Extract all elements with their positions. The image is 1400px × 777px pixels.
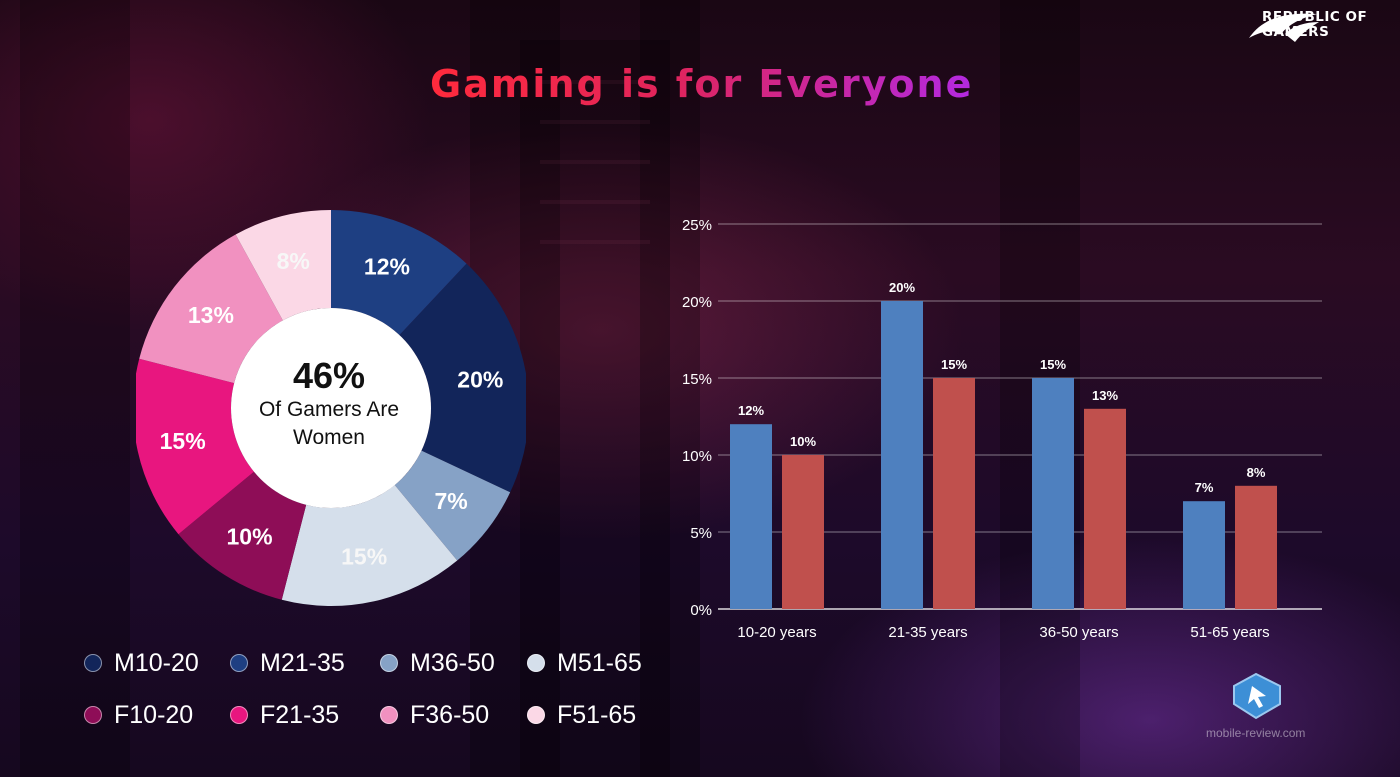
bar-a-2: [881, 301, 923, 609]
bar-b-2: [933, 378, 975, 609]
donut-chart: 12% 20% 7% 15% 10% 15% 13% 8%: [136, 210, 526, 606]
legend-swatch: [380, 706, 398, 724]
legend-label: M21-35: [260, 648, 345, 677]
y-tick-label: 15%: [682, 371, 712, 388]
x-category-label: 51-65 years: [1190, 624, 1269, 641]
legend-swatch: [527, 706, 545, 724]
page-title: Gaming is for Everyone: [430, 62, 974, 106]
bar-a-1: [730, 424, 772, 609]
bar-a-3: [1032, 378, 1074, 609]
legend-label: F51-65: [557, 700, 637, 729]
brand-line-1: REPUBLIC OF: [1262, 9, 1368, 25]
y-tick-label: 20%: [682, 294, 712, 311]
x-category-label: 21-35 years: [888, 624, 967, 641]
rog-eye-logo-icon: [1249, 13, 1319, 42]
donut-slice-label: 12%: [364, 254, 410, 280]
brand-line-2: GAMERS: [1262, 24, 1330, 40]
donut-hole: [231, 308, 431, 508]
bar-data-label: 15%: [1040, 357, 1066, 372]
y-tick-label: 0%: [690, 602, 712, 619]
watermark-text: mobile-review.com: [1206, 726, 1306, 740]
donut-slice-label: 8%: [277, 248, 310, 274]
donut-slice-label: 15%: [160, 428, 206, 454]
donut-slice-f10-20: [178, 471, 307, 600]
legend-swatch: [84, 706, 102, 724]
legend-item-m10-20: M10-20: [84, 646, 199, 680]
y-tick-label: 25%: [682, 217, 712, 234]
donut-slice-m10-20: [399, 263, 526, 493]
donut-slice-label: 13%: [188, 302, 234, 328]
donut-slice-f21-35: [136, 358, 254, 535]
legend-swatch: [84, 654, 102, 672]
bar-a-4: [1183, 501, 1225, 609]
y-tick-label: 5%: [690, 525, 712, 542]
legend-item-f21-35: F21-35: [230, 698, 339, 732]
arrow-cursor-icon: [1233, 672, 1281, 720]
legend-item-f36-50: F36-50: [380, 698, 489, 732]
legend-swatch: [230, 654, 248, 672]
bar-data-label: 15%: [941, 357, 967, 372]
legend-swatch: [527, 654, 545, 672]
bar-data-label: 12%: [738, 403, 764, 418]
donut-center-caption-line-1: Of Gamers Are: [258, 398, 400, 421]
legend-item-m51-65: M51-65: [527, 646, 642, 680]
bar-chart: 0% 5% 10% 15% 20% 25% 12% 10% 10-20 years 20% 15% 2…: [682, 217, 1322, 641]
donut-slice-label: 15%: [341, 543, 387, 569]
legend-label: M51-65: [557, 648, 642, 677]
donut-center-value: 46%: [292, 355, 366, 396]
legend-label: F10-20: [114, 700, 194, 729]
legend-swatch: [380, 654, 398, 672]
bar-data-label: 13%: [1092, 388, 1118, 403]
bar-data-label: 20%: [889, 280, 915, 295]
donut-slice-f51-65: [235, 210, 331, 321]
donut-center-label: 46% Of Gamers Are Women: [231, 356, 427, 452]
bar-b-4: [1235, 485, 1277, 609]
donut-slice-f36-50: [139, 234, 283, 384]
legend-item-f10-20: F10-20: [84, 698, 193, 732]
donut-slice-label: 10%: [227, 523, 273, 549]
bar-data-label: 10%: [790, 434, 816, 449]
donut-center-caption-line-2: Women: [293, 426, 365, 449]
bar-data-label: 8%: [1247, 465, 1266, 480]
legend-swatch: [230, 706, 248, 724]
bar-b-3: [1084, 408, 1126, 609]
legend-label: M10-20: [114, 648, 199, 677]
legend-item-m36-50: M36-50: [380, 646, 495, 680]
legend-item-m21-35: M21-35: [230, 646, 345, 680]
x-category-label: 36-50 years: [1039, 624, 1118, 641]
legend-item-f51-65: F51-65: [527, 698, 636, 732]
donut-slice-label: 7%: [434, 488, 467, 514]
legend-label: F21-35: [260, 700, 340, 729]
bar-b-1: [782, 455, 824, 609]
brand-wordmark: REPUBLIC OF GAMERS: [1262, 10, 1392, 40]
y-tick-label: 10%: [682, 448, 712, 465]
legend-label: M36-50: [410, 648, 495, 677]
donut-slice-m21-35: [331, 210, 467, 336]
donut-slice-m51-65: [281, 485, 458, 606]
donut-slice-m36-50: [394, 450, 511, 561]
donut-slice-label: 20%: [457, 367, 503, 393]
x-category-label: 10-20 years: [737, 624, 816, 641]
legend-label: F36-50: [410, 700, 490, 729]
bar-data-label: 7%: [1195, 480, 1214, 495]
